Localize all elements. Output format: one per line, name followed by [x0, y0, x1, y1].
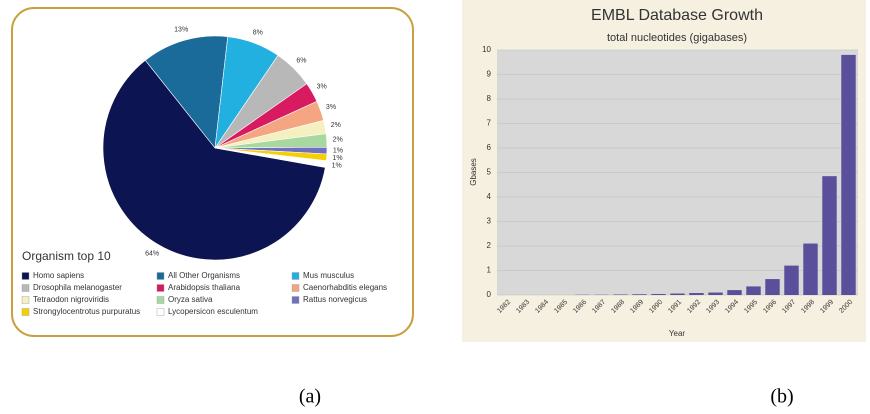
y-tick-label: 2	[487, 241, 492, 250]
y-tick-label: 5	[487, 168, 492, 177]
y-tick-label: 7	[487, 119, 492, 128]
legend-swatch	[291, 284, 300, 292]
bar	[670, 293, 685, 295]
legend-swatch	[156, 296, 165, 304]
bar	[632, 294, 647, 295]
legend-label: Caenorhabditis elegans	[303, 283, 387, 292]
legend-swatch	[156, 308, 165, 316]
legend-label: Lycopersicon esculentum	[168, 307, 258, 316]
legend-swatch	[156, 272, 165, 280]
panel-label: (a)	[299, 386, 321, 408]
y-axis-label: Gbases	[469, 158, 478, 186]
bar	[746, 286, 761, 295]
panel-label: (b)	[770, 386, 793, 408]
legend-swatch	[21, 272, 30, 280]
y-tick-label: 4	[487, 192, 492, 201]
bar	[727, 290, 742, 295]
chart-title: EMBL Database Growth	[591, 7, 763, 24]
data-label: 1%	[333, 148, 343, 155]
data-label: 13%	[174, 27, 188, 34]
legend-label: Tetraodon nigroviridis	[33, 295, 109, 304]
data-label: 6%	[296, 57, 306, 64]
legend-swatch	[21, 296, 30, 304]
y-tick-label: 3	[487, 217, 492, 226]
bar	[784, 265, 799, 295]
legend-title: Organism top 10	[22, 249, 111, 263]
bar	[841, 54, 856, 296]
y-tick-label: 6	[487, 143, 492, 152]
bar	[708, 292, 723, 295]
legend-label: Arabidopsis thaliana	[168, 283, 241, 292]
legend-label: Drosophila melanogaster	[33, 283, 122, 292]
data-label: 2%	[333, 137, 343, 144]
data-label: 3%	[317, 84, 327, 91]
bar	[803, 243, 818, 295]
pie-slice	[102, 59, 326, 261]
y-tick-label: 8	[487, 94, 492, 103]
legend-swatch	[156, 284, 165, 292]
x-axis-label: Year	[669, 329, 686, 338]
data-label: 3%	[326, 104, 336, 111]
legend-label: Oryza sativa	[168, 295, 213, 304]
data-label: 8%	[253, 30, 263, 37]
bar	[765, 279, 780, 295]
y-tick-label: 1	[487, 266, 492, 275]
legend-label: Rattus norvegicus	[303, 295, 367, 304]
pie-slice	[214, 147, 327, 168]
legend-swatch	[291, 296, 300, 304]
y-tick-label: 10	[482, 45, 491, 54]
legend-label: Strongylocentrotus purpuratus	[33, 307, 140, 316]
legend-label: All Other Organisms	[168, 271, 240, 280]
legend-swatch	[291, 272, 300, 280]
legend-label: Mus musculus	[303, 271, 354, 280]
legend-label: Homo sapiens	[33, 271, 84, 280]
y-tick-label: 9	[487, 70, 492, 79]
legend-swatch	[21, 284, 30, 292]
bar	[689, 293, 704, 295]
bar	[822, 176, 837, 295]
data-label: 1%	[333, 155, 343, 162]
y-tick-label: 0	[487, 290, 492, 299]
legend-swatch	[21, 308, 30, 316]
data-label: 1%	[332, 163, 342, 170]
bar	[651, 294, 666, 295]
chart-subtitle: total nucleotides (gigabases)	[607, 32, 747, 44]
data-label: 64%	[145, 251, 159, 258]
pie-slice	[144, 35, 229, 149]
data-label: 2%	[331, 122, 341, 129]
